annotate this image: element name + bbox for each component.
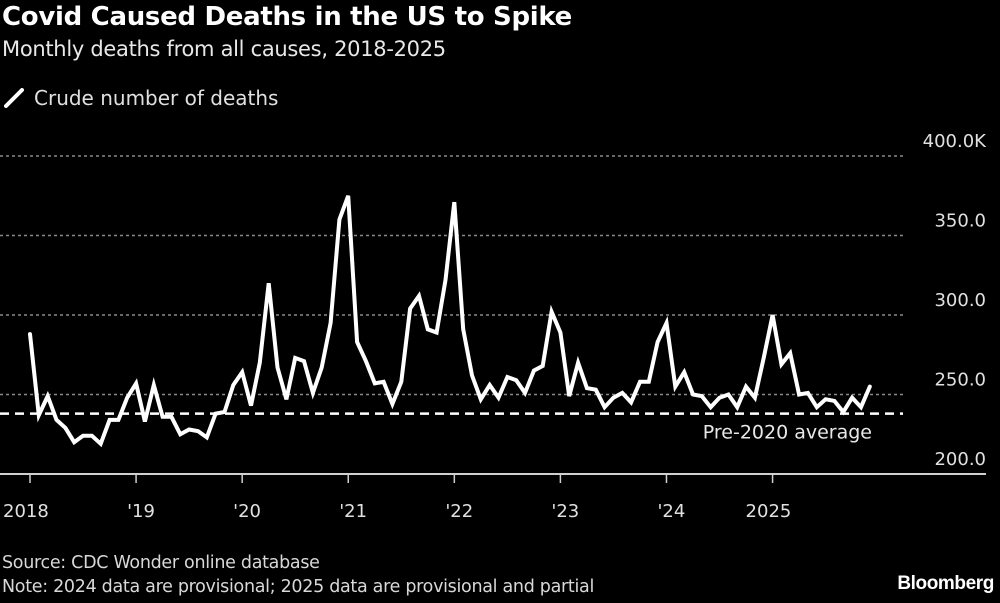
- x-tick-label: '20: [233, 501, 261, 522]
- x-tick-label: '21: [339, 501, 367, 522]
- x-tick-label: '24: [657, 501, 685, 522]
- line-swatch-icon: [4, 88, 24, 108]
- source-note: Source: CDC Wonder online database: [2, 553, 320, 573]
- x-tick-label: 2018: [3, 501, 49, 522]
- x-axis: 2018 '19 '20 '21 '22 '23 '24 2025: [0, 473, 986, 522]
- y-tick-label: 400.0K: [923, 131, 988, 152]
- y-tick-label: 350.0: [934, 211, 986, 232]
- line-chart: 2018 '19 '20 '21 '22 '23 '24 2025 200.0 250.0 300…: [0, 131, 988, 522]
- series: [28, 195, 872, 448]
- legend: Crude number of deaths: [4, 86, 278, 110]
- chart-subtitle: Monthly deaths from all causes, 2018-202…: [2, 37, 446, 61]
- data-note: Note: 2024 data are provisional; 2025 da…: [2, 577, 595, 597]
- chart-title: Covid Caused Deaths in the US to Spike: [2, 2, 573, 32]
- y-axis: 200.0 250.0 300.0 350.0 400.0K: [923, 131, 988, 470]
- x-tick-label: '23: [551, 501, 579, 522]
- y-tick-label: 200.0: [934, 449, 986, 470]
- annotations: Pre-2020 average: [0, 412, 903, 444]
- legend-label: Crude number of deaths: [34, 86, 279, 110]
- gridlines: [0, 155, 905, 396]
- y-tick-label: 250.0: [934, 370, 986, 391]
- pre-2020-average-label: Pre-2020 average: [703, 422, 872, 444]
- x-tick-label: 2025: [746, 501, 792, 522]
- y-tick-label: 300.0: [934, 290, 986, 311]
- x-tick-label: '19: [127, 501, 155, 522]
- series-line-crude-deaths: [28, 195, 872, 448]
- x-tick-label: '22: [445, 501, 473, 522]
- bloomberg-logo: Bloomberg: [897, 573, 994, 594]
